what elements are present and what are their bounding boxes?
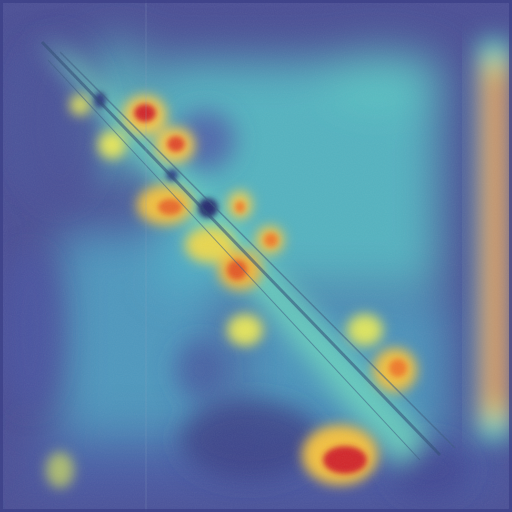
heatmap-canvas (0, 0, 512, 512)
texture-noise-overlay (0, 0, 512, 512)
heatmap-viewport (0, 0, 512, 512)
